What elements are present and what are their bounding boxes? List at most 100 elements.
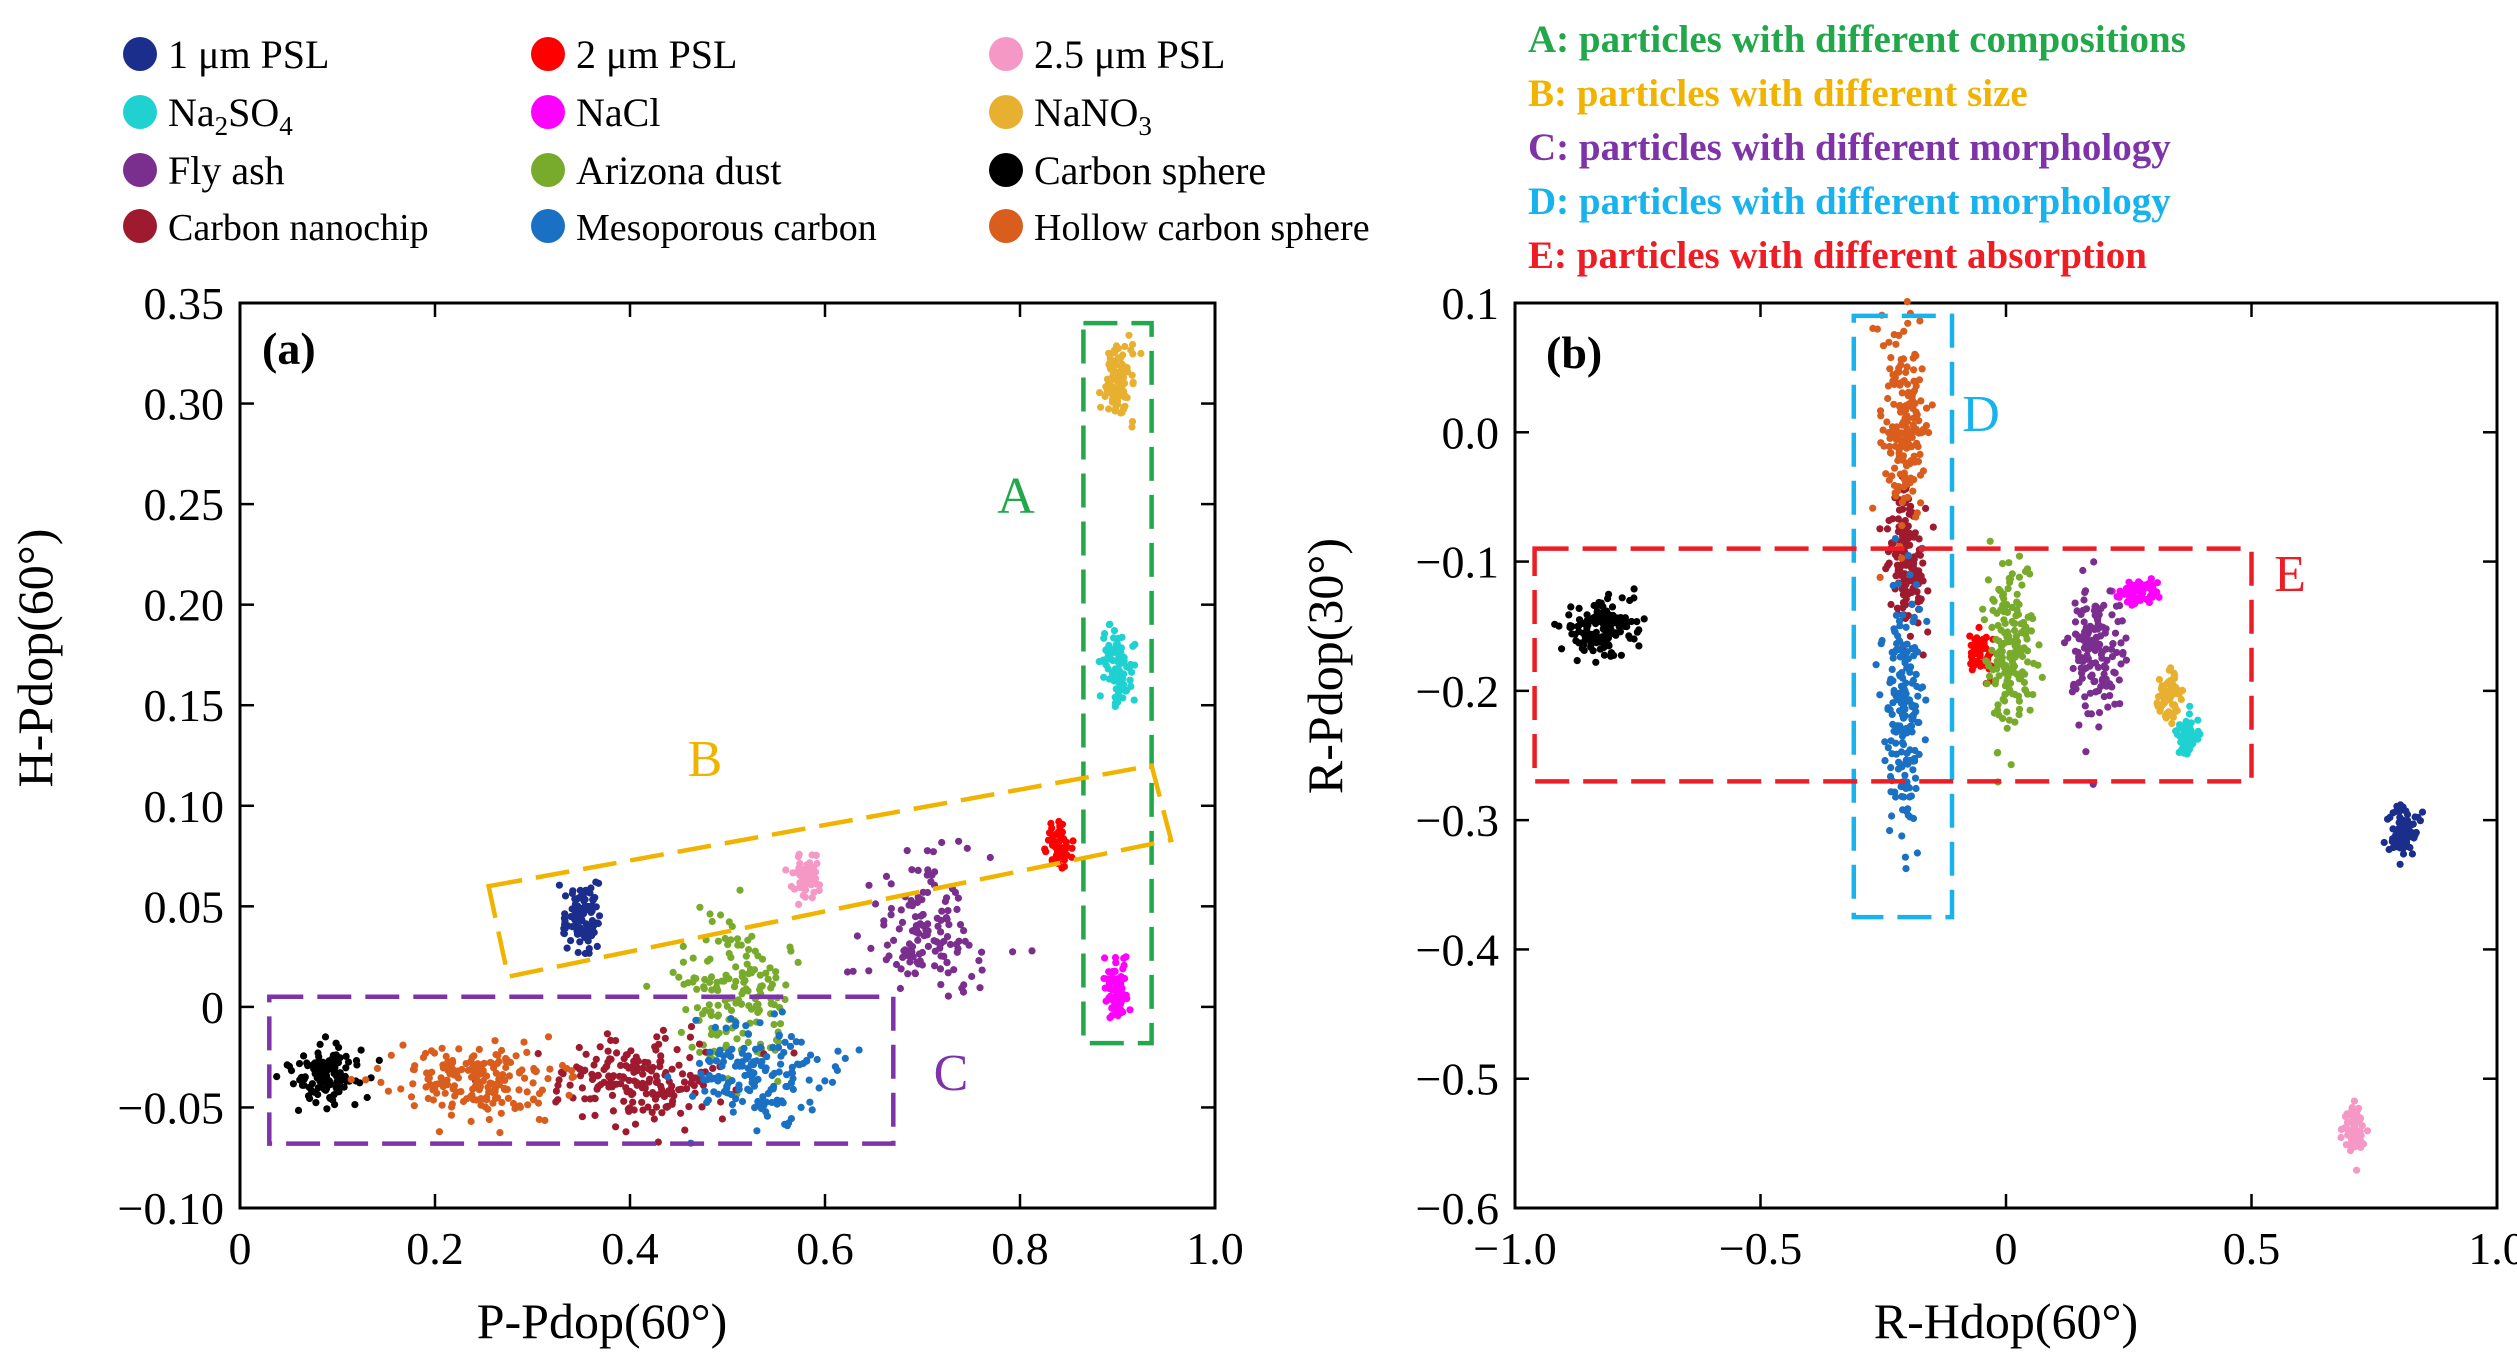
data-point-arizona [669, 968, 677, 977]
data-point-mesoporous [1908, 703, 1916, 711]
data-point-nanochip [1915, 550, 1923, 558]
box-a [1081, 320, 1154, 1046]
data-point-psl2 [1060, 835, 1068, 843]
data-point-flyash [2078, 674, 2086, 682]
data-point-hollow [502, 1063, 510, 1072]
data-point-nanochip [597, 1081, 605, 1089]
data-point-nanochip [554, 1081, 562, 1089]
data-point-flyash [936, 940, 944, 948]
data-point-nanochip [617, 1061, 625, 1069]
data-point-hollow [441, 1089, 449, 1097]
data-point-arizona [2024, 690, 2032, 698]
data-point-carbonsphere [357, 1046, 365, 1054]
data-point-hollow [373, 1064, 382, 1072]
data-point-mesoporous [759, 1093, 767, 1101]
data-point-nanochip [661, 1034, 669, 1042]
legend-marker-nanochip [123, 209, 157, 243]
data-point-arizona [734, 941, 742, 949]
data-point-hollow [1904, 493, 1912, 501]
data-point-nanochip [686, 1033, 695, 1041]
data-point-mesoporous [1896, 707, 1904, 715]
data-point-hollow [1892, 340, 1900, 348]
data-point-arizona [1989, 606, 1997, 615]
data-point-nanochip [1911, 529, 1919, 537]
data-point-flyash [2088, 636, 2096, 645]
data-point-carbonsphere [311, 1070, 319, 1078]
data-point-hollow [1906, 479, 1914, 487]
data-point-na2so4 [1123, 663, 1131, 671]
data-point-hollow [491, 1037, 499, 1045]
data-point-hollow [438, 1044, 446, 1052]
data-point-mesoporous [763, 1053, 771, 1061]
data-point-arizona [715, 1029, 723, 1037]
data-point-mesoporous [1872, 661, 1880, 669]
data-point-nanochip [580, 1067, 588, 1075]
data-point-mesoporous [1899, 700, 1907, 708]
legend-marker-mesoporous [531, 209, 565, 243]
panel-a-xlabel: P-Pdop(60°) [477, 1293, 728, 1349]
data-point-hollow [475, 1083, 484, 1091]
data-point-hollow [424, 1094, 432, 1103]
data-point-mesoporous [1900, 641, 1908, 649]
data-point-nanochip [678, 1070, 687, 1078]
data-point-nanochip [590, 1094, 598, 1102]
data-point-carbonsphere [1616, 628, 1624, 636]
panel-b-ytick-label: −0.6 [1416, 1183, 1499, 1234]
data-point-flyash [2091, 646, 2099, 655]
panel-b-ytick-label: 0.0 [1442, 407, 1500, 458]
data-point-na2so4 [1100, 673, 1108, 681]
data-point-nanochip [649, 1089, 657, 1097]
data-point-nanochip [648, 1108, 656, 1116]
data-point-arizona [740, 978, 748, 986]
data-point-psl2 [1054, 838, 1062, 846]
data-point-hollow [463, 1095, 471, 1103]
data-point-nanochip [578, 1113, 587, 1121]
data-point-nanochip [1899, 604, 1907, 612]
data-point-psl2 [1975, 636, 1983, 644]
data-point-flyash [899, 953, 907, 962]
data-point-arizona [696, 1048, 704, 1056]
data-point-psl25 [2348, 1104, 2356, 1112]
data-point-mesoporous [779, 1099, 787, 1107]
data-point-carbonsphere [1605, 590, 1613, 598]
data-point-carbonsphere [314, 1049, 322, 1057]
data-point-flyash [887, 880, 895, 888]
data-point-hollow [1880, 442, 1888, 450]
data-point-mesoporous [719, 1074, 727, 1082]
data-point-nanochip [680, 1078, 689, 1086]
data-point-flyash [1028, 947, 1036, 955]
data-point-mesoporous [722, 1024, 730, 1032]
data-point-nanochip [630, 1077, 639, 1085]
data-point-psl2 [1055, 817, 1063, 826]
data-point-hollow [1886, 365, 1894, 373]
data-point-mesoporous [1892, 793, 1900, 801]
data-point-nano3 [1097, 403, 1105, 411]
note-d: D: particles with different morphology [1528, 180, 2171, 223]
data-point-mesoporous [789, 1085, 797, 1093]
data-point-psl25 [2337, 1125, 2345, 1133]
data-point-nanochip [552, 1098, 560, 1106]
data-point-nano3 [1129, 380, 1137, 388]
data-point-mesoporous [1897, 682, 1906, 690]
data-point-nanochip [658, 1109, 666, 1117]
data-point-psl25 [808, 894, 816, 902]
data-point-arizona [2008, 690, 2016, 698]
legend-label-mesoporous: Mesoporous carbon [576, 207, 877, 249]
data-point-nacl [2138, 594, 2146, 602]
data-point-mesoporous [841, 1054, 849, 1062]
data-point-arizona [770, 1001, 778, 1009]
data-point-hollow [1900, 327, 1908, 335]
data-point-psl25 [793, 868, 801, 877]
data-point-nacl [2147, 575, 2155, 583]
data-point-hollow [1928, 401, 1936, 409]
legend-label-psl2: 2 μm PSL [576, 32, 737, 77]
data-point-mesoporous [1893, 640, 1901, 648]
data-point-mesoporous [777, 1060, 785, 1068]
data-point-psl25 [2356, 1114, 2364, 1123]
data-point-mesoporous [1912, 784, 1920, 793]
data-point-nanochip [1903, 527, 1911, 535]
data-point-nanochip [686, 1054, 694, 1062]
data-point-mesoporous [732, 1018, 740, 1026]
data-point-mesoporous [828, 1078, 837, 1086]
